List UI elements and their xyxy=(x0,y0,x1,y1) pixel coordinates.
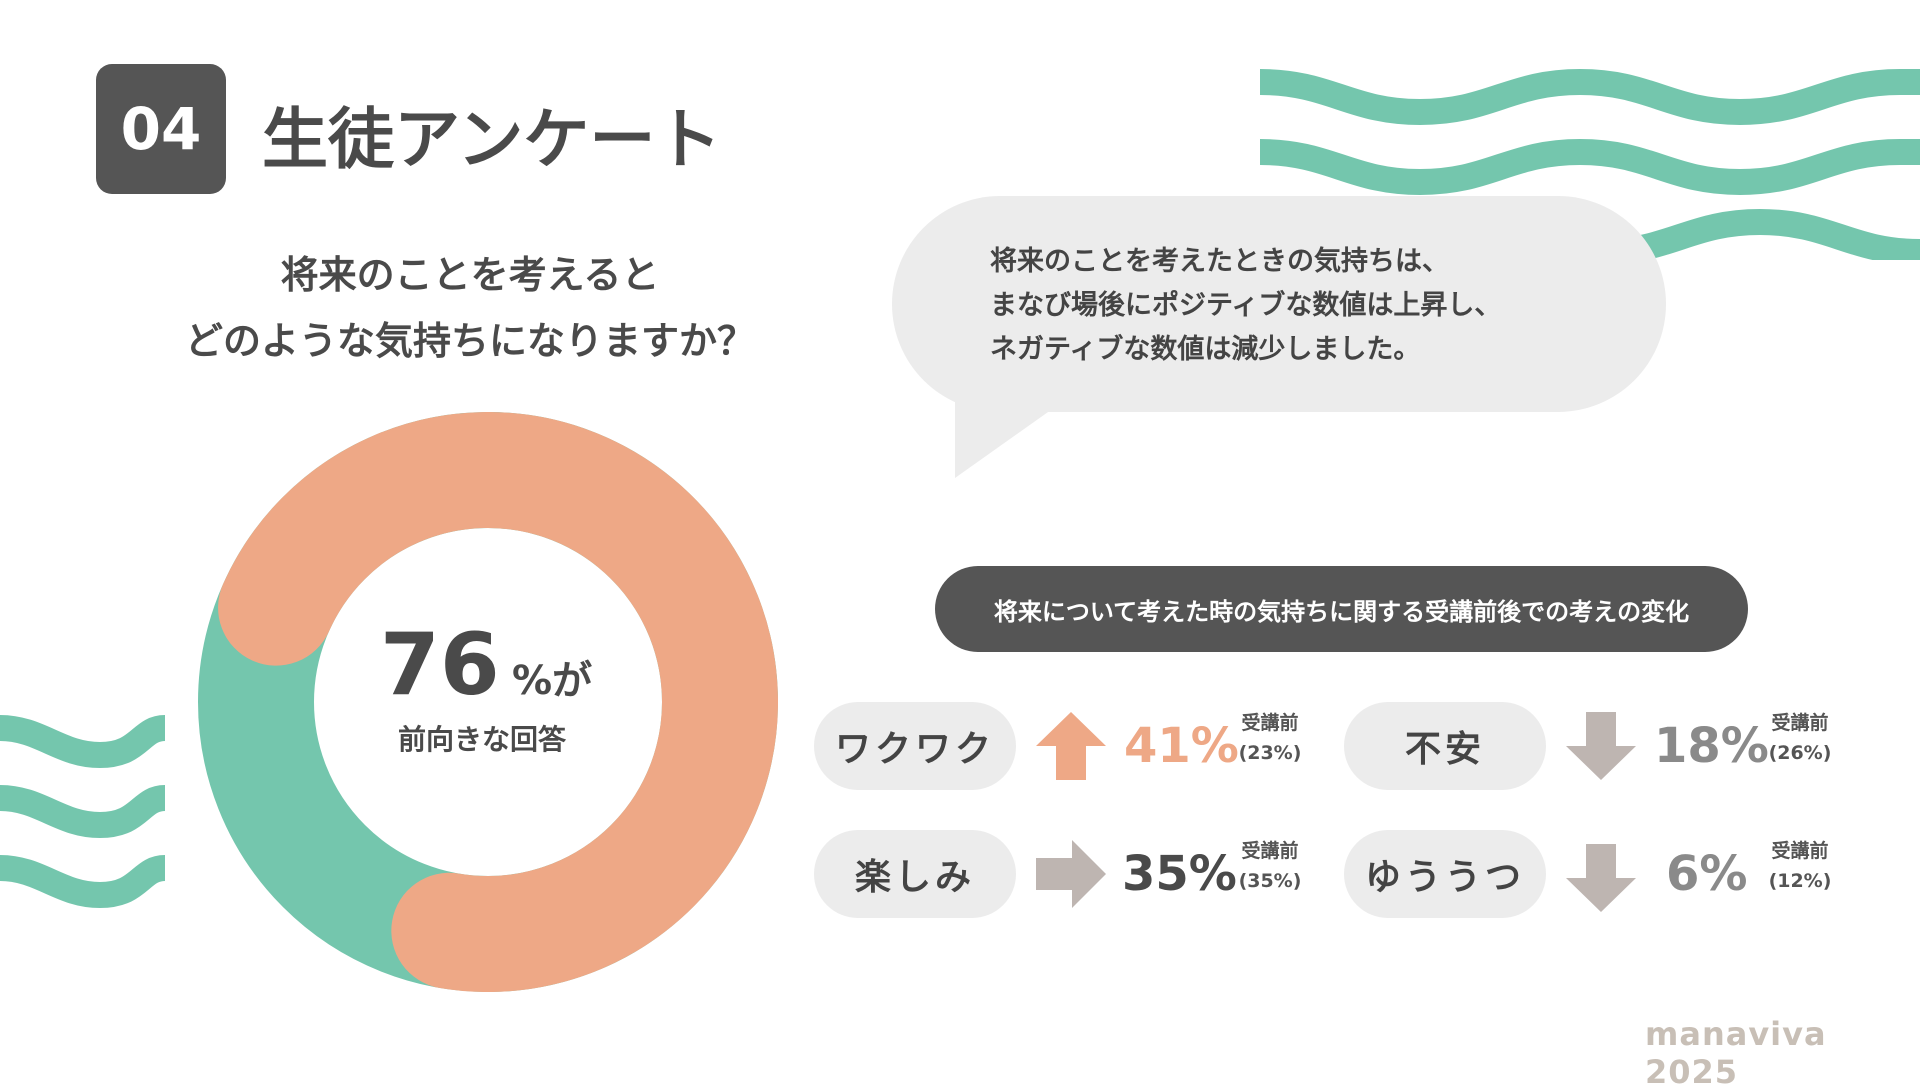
item-before-wakuwaku: 受講前 (23%) xyxy=(1230,708,1310,768)
bubble-line-3: ネガティブな数値は減少しました。 xyxy=(990,334,1421,365)
donut-percentage: 76 xyxy=(380,615,500,715)
comparison-section-title: 将来について考えた時の気持ちに関する受講前後での考えの変化 xyxy=(935,566,1748,652)
arrow-up-icon xyxy=(1036,712,1106,780)
bubble-line-2: まなび場後にポジティブな数値は上昇し、 xyxy=(990,290,1502,321)
donut-caption: 前向きな回答 xyxy=(398,723,567,756)
speech-bubble xyxy=(892,196,1666,412)
item-before-value: (26%) xyxy=(1768,742,1832,764)
item-before-label: 受講前 xyxy=(1771,712,1829,734)
item-label-yuutsu: ゆううつ xyxy=(1344,830,1546,918)
item-after-value-fuan: 18% xyxy=(1654,718,1769,774)
item-label-wakuwaku: ワクワク xyxy=(814,702,1016,790)
item-before-fuan: 受講前 (26%) xyxy=(1760,708,1840,768)
bubble-line-1: 将来のことを考えたときの気持ちは、 xyxy=(990,246,1449,277)
arrow-right-icon xyxy=(1036,840,1106,908)
survey-question-line-1: 将来のことを考えると xyxy=(280,253,660,297)
speech-bubble-tail xyxy=(955,400,1065,478)
survey-question-line-2: どのような気持ちになりますか？ xyxy=(184,319,755,363)
section-number-badge: 04 xyxy=(96,64,226,194)
donut-positive-slice xyxy=(218,412,778,992)
page-title: 生徒アンケート xyxy=(262,101,722,178)
item-before-label: 受講前 xyxy=(1771,840,1829,862)
item-label-fuan: 不安 xyxy=(1344,702,1546,790)
item-before-tanoshimi: 受講前 (35%) xyxy=(1230,836,1310,896)
item-label-tanoshimi: 楽しみ xyxy=(814,830,1016,918)
speech-bubble-text: 将来のことを考えたときの気持ちは、 まなび場後にポジティブな数値は上昇し、 ネガ… xyxy=(990,240,1501,372)
arrow-down-icon xyxy=(1566,844,1636,912)
item-after-value-tanoshimi: 35% xyxy=(1122,846,1237,902)
item-before-label: 受講前 xyxy=(1241,840,1299,862)
item-before-value: (35%) xyxy=(1238,870,1302,892)
footer-brand: manaviva 2025 xyxy=(1645,1015,1827,1091)
item-before-yuutsu: 受講前 (12%) xyxy=(1760,836,1840,896)
donut-percentage-suffix: %が xyxy=(512,658,593,704)
arrow-down-icon xyxy=(1566,712,1636,780)
item-before-label: 受講前 xyxy=(1241,712,1299,734)
donut-chart xyxy=(198,412,778,992)
survey-question: 将来のことを考えると どのような気持ちになりますか？ xyxy=(150,242,790,374)
item-before-value: (23%) xyxy=(1238,742,1302,764)
item-before-value: (12%) xyxy=(1768,870,1832,892)
item-after-value-yuutsu: 6% xyxy=(1666,846,1748,902)
decorative-waves-left xyxy=(0,715,165,909)
item-after-value-wakuwaku: 41% xyxy=(1124,718,1239,774)
